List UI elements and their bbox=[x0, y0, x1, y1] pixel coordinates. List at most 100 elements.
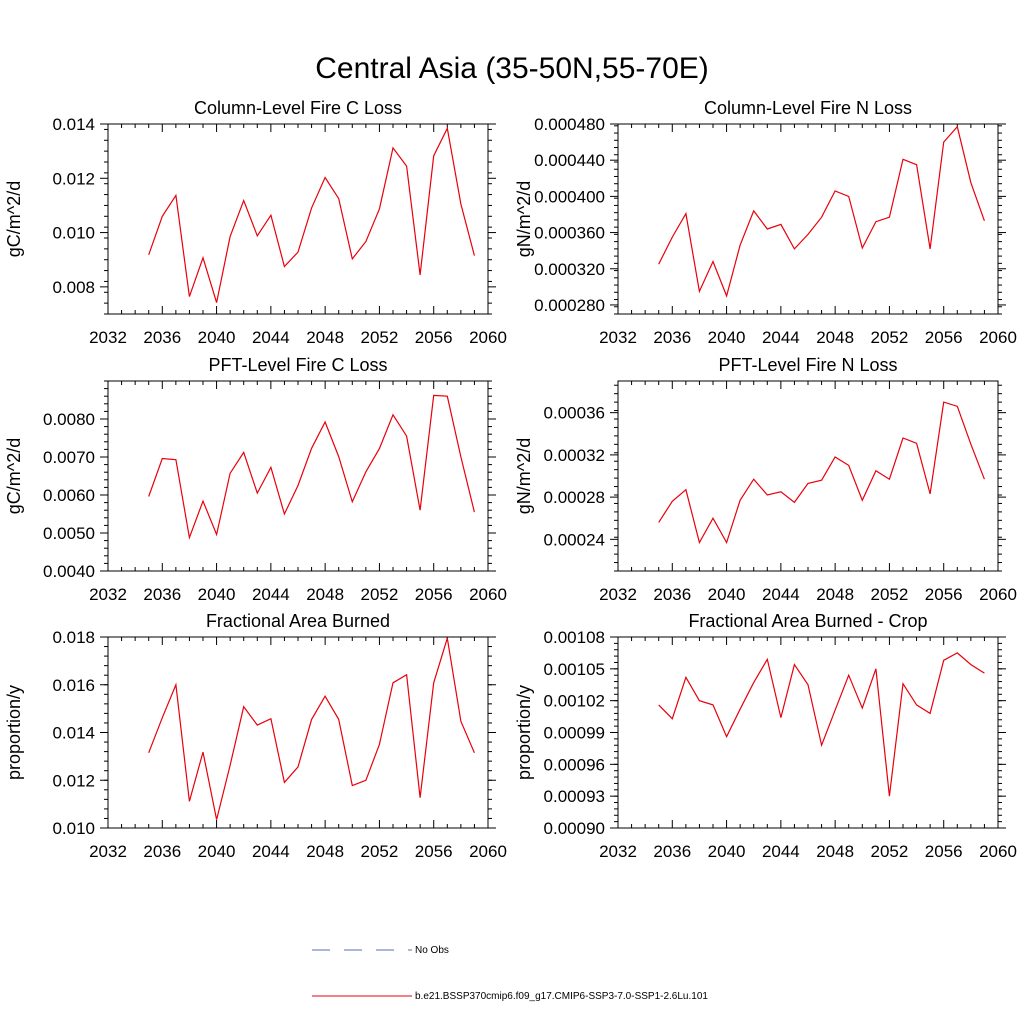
y-tick-label: 0.000360 bbox=[534, 224, 605, 243]
plot-frame bbox=[617, 123, 999, 315]
chart-title: PFT-Level Fire N Loss bbox=[718, 355, 897, 375]
figure-title: Central Asia (35-50N,55-70E) bbox=[315, 52, 709, 85]
y-tick-label: 0.00093 bbox=[544, 787, 605, 806]
x-tick-label: 2040 bbox=[708, 328, 746, 347]
x-tick-label: 2044 bbox=[762, 328, 800, 347]
chart-panel: PFT-Level Fire C Loss gC/m^2/d 2032 2036 204… bbox=[4, 355, 507, 604]
y-tick-label: 0.014 bbox=[52, 724, 95, 743]
x-tick-label: 2040 bbox=[708, 585, 746, 604]
y-tick-label: 0.0050 bbox=[43, 524, 95, 543]
y-tick-label: 0.000440 bbox=[534, 151, 605, 170]
y-tick-label: 0.016 bbox=[52, 676, 95, 695]
chart-title: Column-Level Fire C Loss bbox=[194, 98, 402, 118]
x-tick-label: 2060 bbox=[469, 842, 507, 861]
x-tick-label: 2056 bbox=[415, 328, 453, 347]
x-tick-label: 2052 bbox=[871, 842, 909, 861]
x-tick-label: 2060 bbox=[979, 842, 1017, 861]
y-tick-label: 0.00105 bbox=[544, 660, 605, 679]
x-tick-label: 2052 bbox=[871, 328, 909, 347]
plot-frame bbox=[617, 636, 999, 829]
x-tick-label: 2052 bbox=[361, 585, 399, 604]
plot-frame bbox=[107, 380, 489, 572]
x-tick-label: 2044 bbox=[762, 842, 800, 861]
x-tick-label: 2048 bbox=[306, 842, 344, 861]
series-line bbox=[148, 638, 475, 820]
x-tick-label: 2052 bbox=[361, 328, 399, 347]
y-tick-label: 0.00036 bbox=[544, 404, 605, 423]
x-tick-label: 2036 bbox=[143, 842, 181, 861]
series-line bbox=[658, 125, 985, 298]
x-tick-label: 2056 bbox=[925, 328, 963, 347]
chart-panel: Column-Level Fire C Loss gC/m^2/d 2032 2036… bbox=[4, 98, 507, 347]
y-axis-label: proportion/y bbox=[514, 685, 534, 780]
x-tick-label: 2040 bbox=[708, 842, 746, 861]
x-tick-label: 2040 bbox=[198, 328, 236, 347]
y-tick-label: 0.018 bbox=[52, 628, 95, 647]
y-tick-label: 0.0060 bbox=[43, 486, 95, 505]
x-tick-label: 2056 bbox=[925, 585, 963, 604]
chart-title: Fractional Area Burned bbox=[206, 611, 390, 631]
y-tick-label: 0.0040 bbox=[43, 562, 95, 581]
chart-panel: Column-Level Fire N Loss gN/m^2/d 2032 2036… bbox=[514, 98, 1017, 347]
y-tick-label: 0.000480 bbox=[534, 115, 605, 134]
y-tick-label: 0.00096 bbox=[544, 755, 605, 774]
y-tick-label: 0.010 bbox=[52, 819, 95, 838]
x-tick-label: 2044 bbox=[252, 842, 290, 861]
x-tick-label: 2036 bbox=[143, 328, 181, 347]
plot-frame bbox=[107, 636, 489, 829]
y-tick-label: 0.00028 bbox=[544, 488, 605, 507]
x-tick-label: 2060 bbox=[979, 585, 1017, 604]
x-tick-label: 2048 bbox=[816, 585, 854, 604]
x-tick-label: 2056 bbox=[925, 842, 963, 861]
x-tick-label: 2036 bbox=[143, 585, 181, 604]
legend-label-no-obs: No Obs bbox=[415, 945, 449, 956]
x-tick-label: 2048 bbox=[816, 328, 854, 347]
chart-panel: Fractional Area Burned - Crop proportion/… bbox=[514, 611, 1017, 861]
y-tick-label: 0.000400 bbox=[534, 187, 605, 206]
y-tick-label: 0.00102 bbox=[544, 692, 605, 711]
y-tick-label: 0.012 bbox=[52, 771, 95, 790]
y-tick-label: 0.00090 bbox=[544, 819, 605, 838]
y-tick-label: 0.014 bbox=[52, 115, 95, 134]
y-tick-label: 0.010 bbox=[52, 224, 95, 243]
x-tick-label: 2060 bbox=[979, 328, 1017, 347]
series-line bbox=[148, 394, 475, 540]
legend: No Obs b.e21.BSSP370cmip6.f09_g17.CMIP6-… bbox=[312, 945, 708, 1002]
series-line bbox=[658, 652, 985, 797]
x-tick-label: 2044 bbox=[252, 585, 290, 604]
series-line bbox=[148, 126, 475, 303]
x-tick-label: 2036 bbox=[653, 585, 691, 604]
legend-label-model-run: b.e21.BSSP370cmip6.f09_g17.CMIP6-SSP3-7.… bbox=[415, 991, 708, 1002]
x-tick-label: 2040 bbox=[198, 842, 236, 861]
x-tick-label: 2060 bbox=[469, 585, 507, 604]
x-tick-label: 2060 bbox=[469, 328, 507, 347]
y-tick-label: 0.000320 bbox=[534, 260, 605, 279]
x-tick-label: 2032 bbox=[89, 328, 127, 347]
x-tick-label: 2036 bbox=[653, 328, 691, 347]
x-tick-label: 2032 bbox=[89, 585, 127, 604]
x-tick-label: 2056 bbox=[415, 585, 453, 604]
y-tick-label: 0.012 bbox=[52, 169, 95, 188]
y-tick-label: 0.00024 bbox=[544, 530, 605, 549]
x-tick-label: 2048 bbox=[306, 585, 344, 604]
y-tick-label: 0.000280 bbox=[534, 296, 605, 315]
y-axis-label: gC/m^2/d bbox=[4, 181, 24, 257]
y-axis-label: gC/m^2/d bbox=[4, 438, 24, 514]
x-tick-label: 2032 bbox=[599, 585, 637, 604]
x-tick-label: 2032 bbox=[599, 328, 637, 347]
y-tick-label: 0.0070 bbox=[43, 448, 95, 467]
x-tick-label: 2044 bbox=[762, 585, 800, 604]
y-axis-label: gN/m^2/d bbox=[514, 181, 534, 257]
chart-title: Fractional Area Burned - Crop bbox=[688, 611, 927, 631]
plot-frame bbox=[617, 380, 999, 572]
x-tick-label: 2044 bbox=[252, 328, 290, 347]
x-tick-label: 2032 bbox=[599, 842, 637, 861]
y-tick-label: 0.008 bbox=[52, 278, 95, 297]
x-tick-label: 2048 bbox=[816, 842, 854, 861]
y-tick-label: 0.00108 bbox=[544, 628, 605, 647]
chart-title: PFT-Level Fire C Loss bbox=[208, 355, 387, 375]
x-tick-label: 2032 bbox=[89, 842, 127, 861]
chart-panel: Fractional Area Burned proportion/y 2032 20… bbox=[4, 611, 507, 861]
plot-frame bbox=[107, 123, 489, 315]
